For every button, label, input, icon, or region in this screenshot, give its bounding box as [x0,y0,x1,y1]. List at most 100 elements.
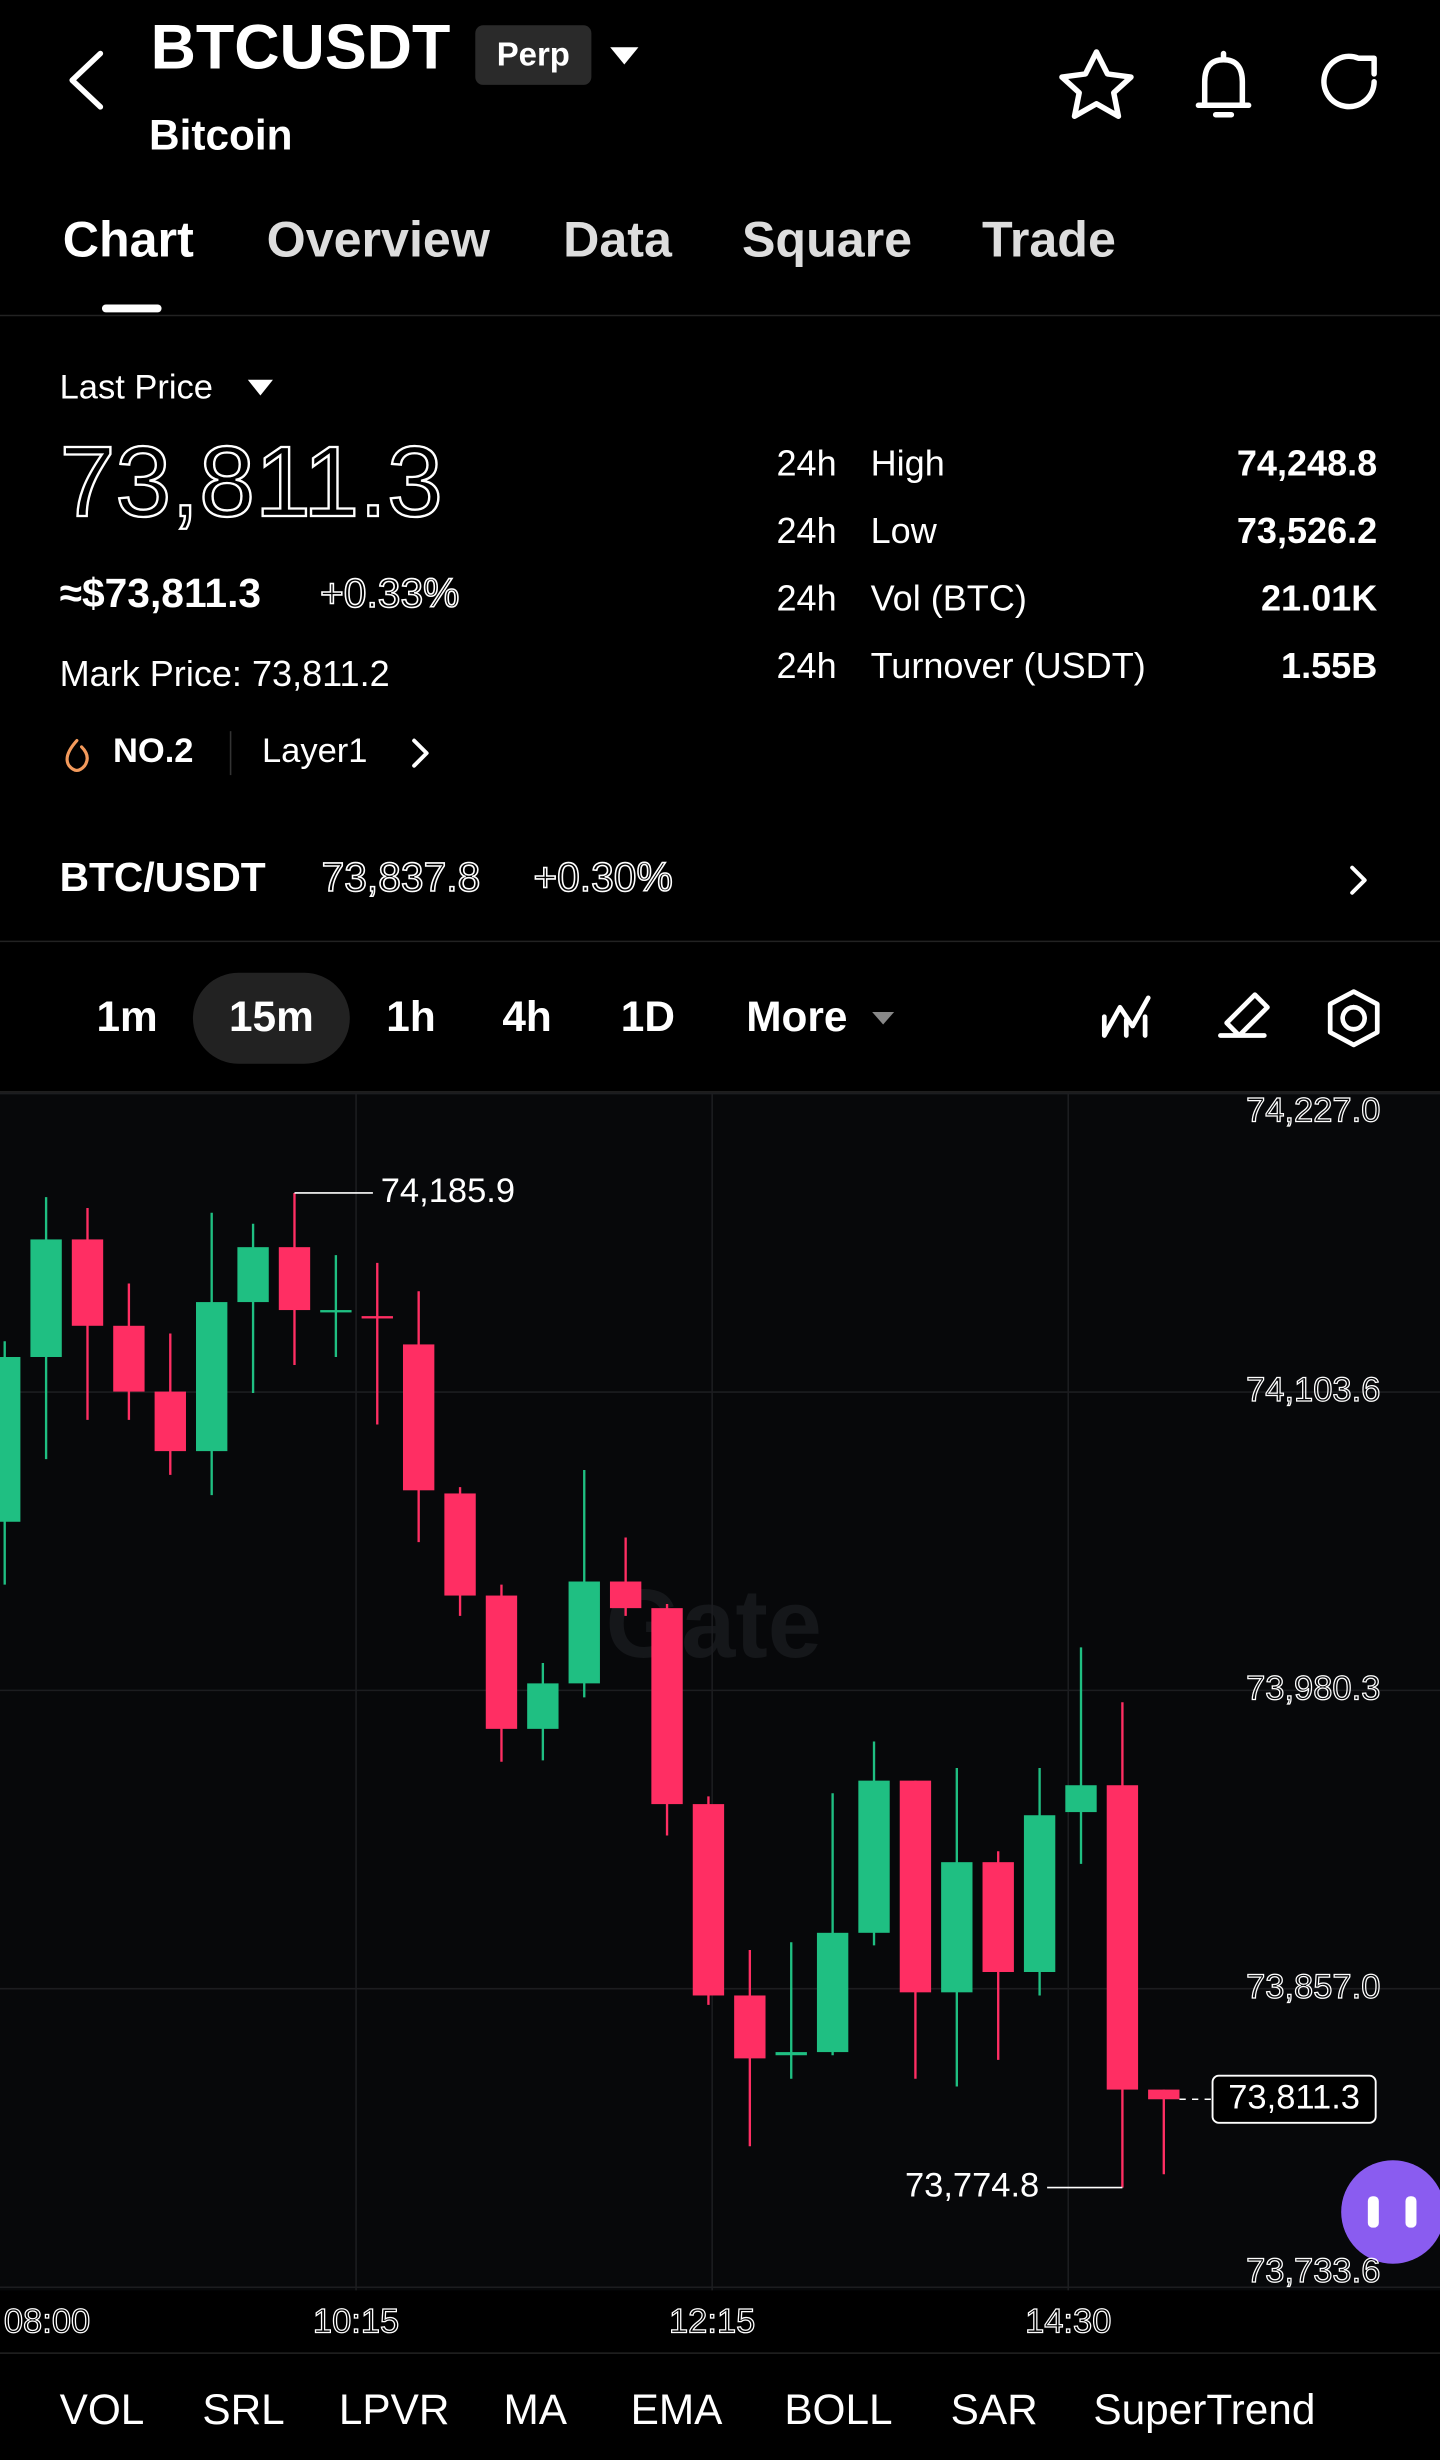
y-tick-label: 74,103.6 [1246,1371,1380,1409]
draw-icon[interactable] [1218,992,1270,1038]
candle-body [444,1493,476,1596]
candle-body [30,1239,62,1358]
price-change: +0.33% [320,570,459,616]
active-tab-indicator [101,304,162,313]
x-tick-label: 08:00 [4,2302,90,2340]
sector-tag[interactable]: Layer1 [262,732,368,770]
timeframe[interactable]: 1D [621,993,675,1040]
timeframe[interactable]: 15m [229,993,314,1040]
x-tick-label: 10:15 [313,2302,399,2340]
candle-body [402,1344,435,1491]
settings-icon[interactable] [1327,989,1380,1048]
indicator-tab[interactable]: MA [504,2386,568,2433]
chevron[interactable] [412,738,429,768]
candle-body [320,1310,352,1313]
candle-body [734,1995,766,2059]
candle-body [154,1391,186,1452]
asset-name: Bitcoin [149,111,292,158]
indicator-icon[interactable] [1101,995,1151,1038]
timeframe[interactable]: 1h [386,993,435,1040]
candle-body [196,1302,228,1452]
stat-period: 24h [776,578,836,619]
badge-bg [475,25,592,85]
candle-body [1148,2089,1180,2100]
assistant-icon [1367,2196,1379,2228]
tab[interactable]: Trade [982,212,1116,268]
hot-icon [65,739,89,772]
indicator-tab[interactable]: LPVR [339,2386,450,2433]
y-tick-label: 73,980.3 [1246,1670,1380,1708]
watermark: Gate [606,1569,822,1678]
candle-body [775,2052,807,2056]
indicator-tab[interactable]: SRL [202,2386,284,2433]
stat-label: Turnover (USDT) [871,645,1146,686]
stat-period: 24h [776,510,836,551]
spot-change: +0.30% [533,854,672,900]
indicator-tab[interactable]: VOL [60,2386,145,2433]
x-tick-label: 14:30 [1025,2302,1111,2340]
candle-body [651,1608,683,1805]
indicator-tab[interactable]: SuperTrend [1093,2386,1315,2433]
stat-period: 24h [776,443,836,484]
y-tick-label: 73,857.0 [1246,1968,1380,2006]
timeframe[interactable]: 4h [502,993,551,1040]
mark-price: Mark Price: 73,811.2 [60,653,390,694]
timeframe[interactable]: 1m [96,993,157,1040]
stat-value: 74,248.8 [1237,443,1377,484]
refresh-icon[interactable] [1321,53,1377,110]
price-label[interactable]: Last Price [60,368,213,406]
tab[interactable]: Chart [63,212,194,268]
last-price-label: 73,811.3 [1228,2078,1360,2116]
symbol: BTCUSDT [151,13,451,83]
dropdown-icon[interactable] [872,1011,895,1025]
tab[interactable]: Square [742,212,912,268]
candle-body [1023,1815,1056,1973]
stat-label: Low [871,510,938,551]
indicator-tab[interactable]: BOLL [784,2386,892,2433]
usd-price: ≈$73,811.3 [60,570,261,616]
alert-icon[interactable] [1195,50,1252,118]
dropdown-icon[interactable] [247,379,273,396]
dropdown-icon[interactable] [610,47,639,65]
y-tick-label: 74,227.0 [1246,1091,1380,1129]
low-label: 73,774.8 [905,2167,1039,2205]
candle-body [816,1932,849,2053]
candle-body [899,1780,932,1993]
stat-value: 73,526.2 [1237,510,1377,551]
x-tick-label: 12:15 [669,2302,755,2340]
candle-body [71,1239,104,1326]
indicator-tab[interactable]: EMA [631,2386,724,2433]
stat-label: High [871,443,945,484]
candle-body [1065,1785,1097,1813]
stat-value: 21.01K [1261,578,1377,619]
candle-body [361,1316,393,1319]
candle-body [692,1804,725,1996]
candle-body [485,1595,518,1729]
candle-body [858,1780,890,1933]
stat-label: Vol (BTC) [871,578,1027,619]
indicator-tab[interactable]: SAR [951,2386,1038,2433]
chevron[interactable] [1350,865,1367,895]
candle-body [982,1862,1014,1973]
rank: NO.2 [113,732,194,770]
spot-pair[interactable]: BTC/USDT [60,854,266,900]
tab[interactable]: Data [563,212,673,268]
tab[interactable]: Overview [267,212,491,268]
candle-body [527,1683,559,1729]
favorite-icon[interactable] [1059,49,1134,120]
candle-body [237,1247,269,1303]
candle-body [278,1247,311,1311]
spot-price: 73,837.8 [322,854,481,900]
stat-period: 24h [776,645,836,686]
candle-body [113,1325,145,1392]
stat-value: 1.55B [1281,645,1377,686]
high-label: 74,185.9 [381,1172,515,1210]
candle-body [0,1357,21,1522]
back-button[interactable] [69,50,104,110]
last-price-box [1211,2074,1377,2124]
timeframe[interactable]: More [746,993,847,1040]
badge[interactable]: Perp [497,35,570,72]
assistant-button[interactable] [1341,2160,1440,2264]
y-tick-label: 73,733.6 [1246,2252,1380,2290]
candle-body [609,1581,642,1609]
